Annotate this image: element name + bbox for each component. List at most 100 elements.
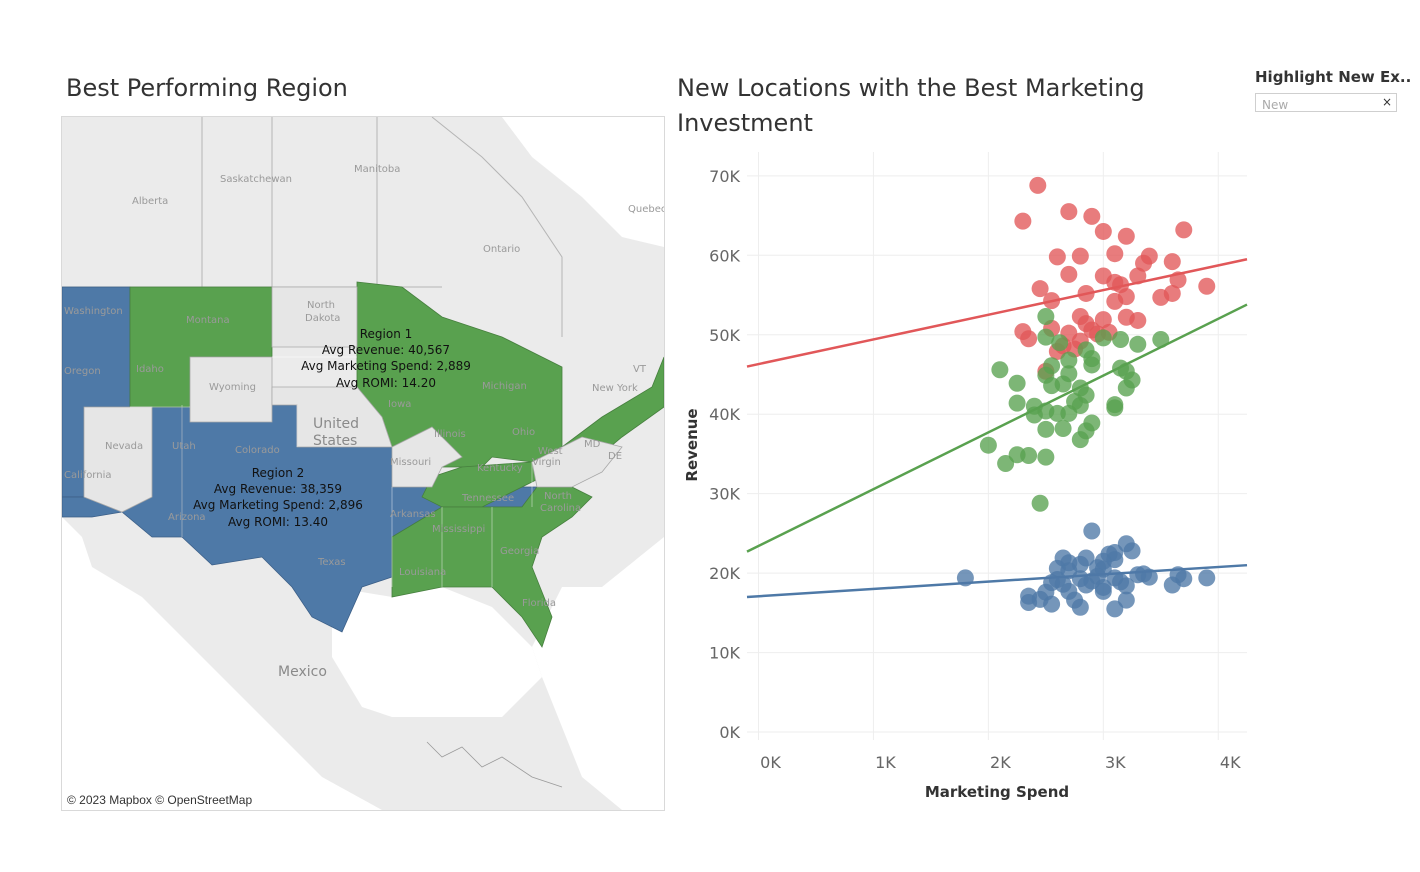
region-1-name: Region 1 [360,327,413,341]
data-point[interactable] [1117,227,1135,245]
data-point[interactable] [997,454,1015,472]
data-point[interactable] [1077,315,1095,333]
map-canvas[interactable]: Manitoba Saskatchewan Alberta Ontario Qu… [62,117,664,810]
y-tick-label: 50K [709,326,740,345]
data-point[interactable] [1129,311,1147,329]
data-point[interactable] [1163,576,1181,594]
label-arkansas: Arkansas [390,509,436,520]
data-point[interactable] [1169,271,1187,289]
close-icon[interactable]: × [1381,95,1392,109]
label-california: California [64,470,112,481]
data-point[interactable] [1031,494,1049,512]
data-point[interactable] [1066,393,1084,411]
data-point[interactable] [979,436,997,454]
data-point[interactable] [1083,522,1101,540]
data-point[interactable] [1020,594,1038,612]
data-point[interactable] [1163,253,1181,271]
data-point[interactable] [1037,448,1055,466]
y-tick-label: 70K [709,167,740,186]
filter-title: Highlight New Ex.. [1255,68,1412,86]
y-tick-label: 40K [709,405,740,424]
region-1-revenue: Avg Revenue: 40,567 [322,343,450,357]
gulf-water [332,587,542,717]
data-point[interactable] [1048,248,1066,266]
trend-line [746,258,1248,368]
data-point[interactable] [1031,280,1049,298]
data-point[interactable] [1029,176,1047,194]
y-tick-label: 20K [709,564,740,583]
unassigned-states [83,286,623,513]
data-point[interactable] [1043,292,1061,310]
map-copyright: © 2023 Mapbox © OpenStreetMap [67,793,253,807]
state-borders [130,356,533,587]
scatter-chart[interactable]: 0K 1K 2K 3K 4K 0K 10K 20K 30K 40K 50K 60K 70K Market… [677,140,1257,820]
data-point[interactable] [1020,447,1038,465]
data-point[interactable] [1025,406,1043,424]
data-point[interactable] [1060,203,1078,221]
data-points[interactable] [956,176,1216,618]
data-point[interactable] [956,569,974,587]
data-point[interactable] [1051,334,1069,352]
data-point[interactable] [1106,399,1124,417]
data-point[interactable] [1163,284,1181,302]
data-point[interactable] [1140,568,1158,586]
x-tick-label: 1K [875,753,896,772]
data-point[interactable] [1008,374,1026,392]
data-point[interactable] [1043,595,1061,613]
data-point[interactable] [1117,591,1135,609]
label-new-york: New York [592,383,638,394]
data-point[interactable] [1198,569,1216,587]
data-point[interactable] [1060,351,1078,369]
data-point[interactable] [1106,292,1124,310]
data-point[interactable] [1106,245,1124,263]
data-point[interactable] [1129,267,1147,285]
data-point[interactable] [1123,371,1141,389]
data-point[interactable] [1037,328,1055,346]
data-point[interactable] [1083,356,1101,374]
data-point[interactable] [1060,265,1078,283]
label-united-states-2: States [313,433,357,449]
data-point[interactable] [1014,212,1032,230]
data-point[interactable] [1077,576,1095,594]
label-ohio: Ohio [512,427,535,438]
data-point[interactable] [1198,277,1216,295]
data-point[interactable] [1037,420,1055,438]
data-point[interactable] [1112,331,1130,349]
label-tennessee: Tennessee [461,493,514,504]
x-tick-label: 4K [1220,753,1241,772]
data-point[interactable] [1152,331,1170,349]
data-point[interactable] [1106,551,1124,569]
data-point[interactable] [1106,600,1124,618]
data-point[interactable] [1008,394,1026,412]
data-point[interactable] [1048,404,1066,422]
data-point[interactable] [1094,329,1112,347]
label-arizona: Arizona [168,512,206,523]
data-point[interactable] [1175,221,1193,239]
atlantic-water [532,537,664,810]
data-point[interactable] [1037,307,1055,325]
data-point[interactable] [1083,207,1101,225]
chart-grid [747,152,1247,740]
highlight-search-input[interactable] [1256,97,1372,113]
data-point[interactable] [991,361,1009,379]
data-point[interactable] [1071,247,1089,265]
x-tick-label: 2K [990,753,1011,772]
data-point[interactable] [1094,582,1112,600]
data-point[interactable] [1123,542,1141,560]
data-point[interactable] [1077,284,1095,302]
data-point[interactable] [1020,330,1038,348]
x-tick-label: 3K [1105,753,1126,772]
label-texas: Texas [317,557,346,568]
data-point[interactable] [1071,598,1089,616]
filter-box[interactable]: × [1255,93,1397,113]
data-point[interactable] [1094,311,1112,329]
region-map[interactable]: Manitoba Saskatchewan Alberta Ontario Qu… [61,116,665,811]
data-point[interactable] [1129,335,1147,353]
data-point[interactable] [1054,375,1072,393]
data-point[interactable] [1117,577,1135,595]
data-point[interactable] [1054,420,1072,438]
data-point[interactable] [1071,431,1089,449]
data-point[interactable] [1135,254,1153,272]
data-point[interactable] [1094,222,1112,240]
label-manitoba: Manitoba [354,164,400,175]
